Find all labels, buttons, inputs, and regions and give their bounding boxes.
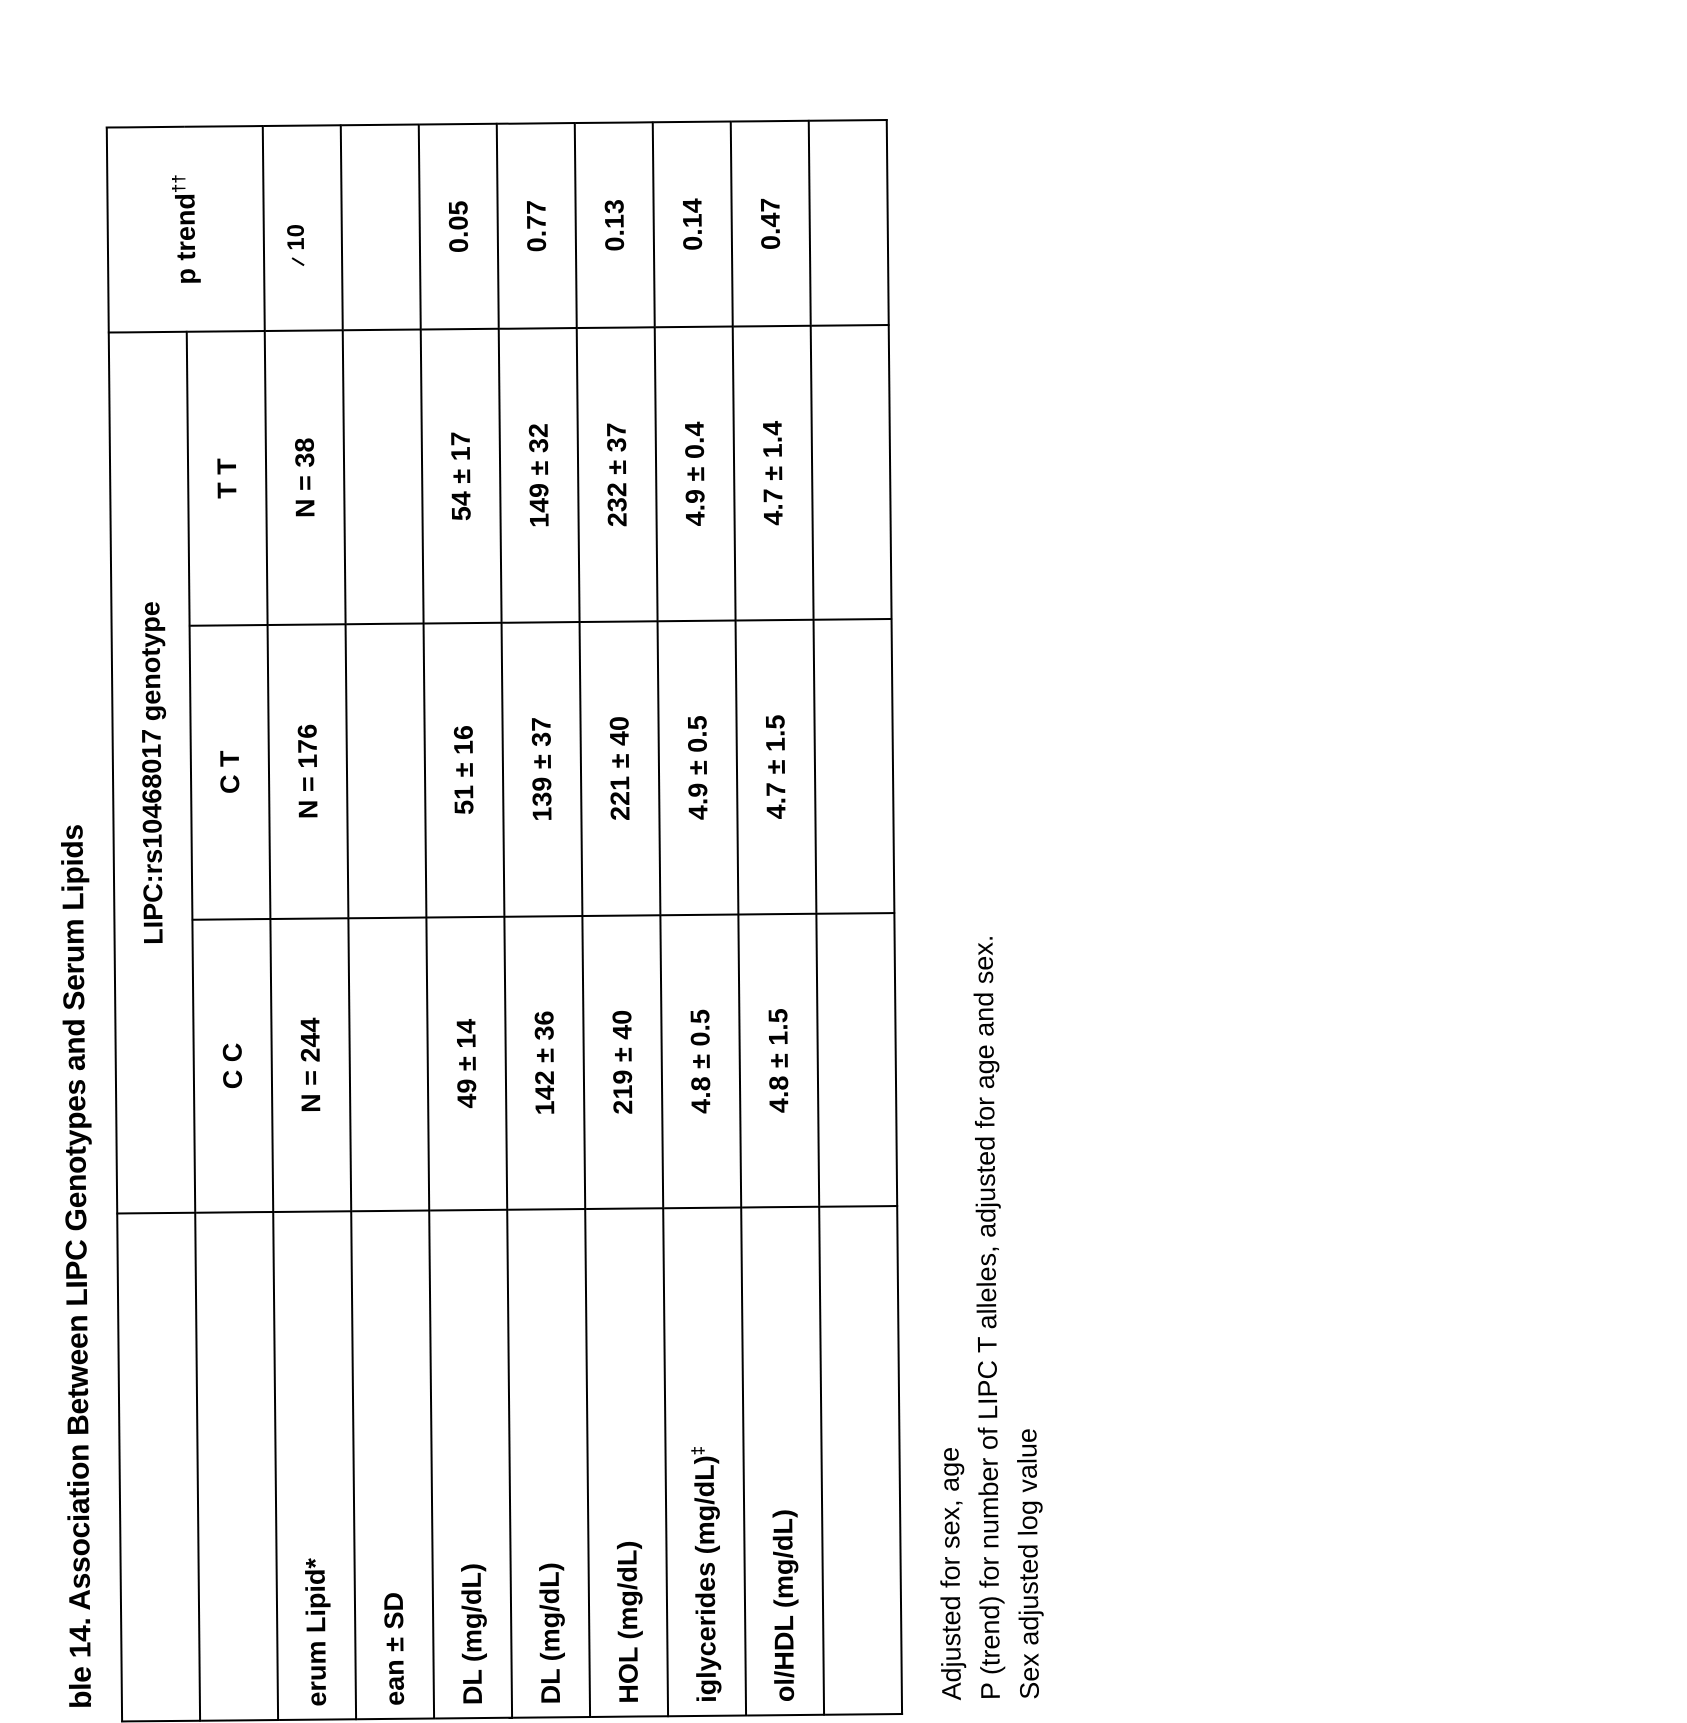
table-row: DL (mg/dL) 142 ± 36 139 ± 37 149 ± 32 0.… (496, 123, 589, 1718)
footnotes-block: Adjusted for sex, age P (trend) for numb… (917, 139, 1049, 1700)
value-cholhdl-ct: 4.7 ± 1.5 (735, 619, 816, 913)
value-hdl-tt: 54 ± 17 (420, 329, 501, 623)
value-trig-p: 0.14 (652, 121, 732, 327)
row-label-cholesterol: HOL (mg/dL) (585, 1208, 668, 1716)
genotype-header-ct: C T (189, 624, 270, 918)
value-trig-tt: 4.9 ± 0.4 (654, 326, 735, 620)
header-blank-cell-2 (195, 1212, 278, 1720)
value-hdl-p: 0.05 (418, 123, 498, 329)
value-cholhdl-tt: 4.7 ± 1.4 (732, 326, 813, 620)
row-label-chol-hdl-ratio: ol/HDL (mg/dL) (741, 1207, 824, 1715)
scanned-page: ble 14. Association Between LIPC Genotyp… (0, 0, 1687, 1643)
stray-handwritten-annotation: 10 (282, 223, 310, 250)
trailing-blank-ct (813, 619, 894, 913)
table-header-group-row: LIPC:rs10468017 genotype p trend†† (106, 126, 199, 1721)
trailing-blank-label (819, 1206, 902, 1714)
table-subheader-row: ean ± SD (340, 124, 433, 1719)
p-trend-header-superscript: †† (169, 174, 188, 193)
page-content: ble 14. Association Between LIPC Genotyp… (49, 53, 1050, 1722)
mean-sd-label: ean ± SD (351, 1210, 434, 1718)
table-trailing-blank-row (808, 120, 901, 1715)
value-trig-ct: 4.9 ± 0.5 (657, 620, 738, 914)
lipid-association-table: LIPC:rs10468017 genotype p trend†† C C C… (105, 119, 902, 1722)
p-trend-header-cell: p trend†† (106, 126, 264, 333)
value-chol-ct: 221 ± 40 (579, 621, 660, 915)
value-ldl-cc: 142 ± 36 (504, 915, 585, 1209)
trailing-blank-cc (816, 912, 897, 1206)
p-trend-header-label: p trend (170, 192, 201, 284)
value-ldl-p: 0.77 (496, 123, 576, 329)
table-header-n-row: erum Lipid* N = 244 N = 176 N = 38 (262, 125, 355, 1720)
genotype-header-tt: T T (186, 331, 267, 625)
row-label-triglycerides-text: iglycerides (mg/dL) (689, 1455, 721, 1703)
mean-sd-blank-cc (348, 917, 429, 1211)
trailing-blank-p (808, 120, 888, 326)
n-count-ct: N = 176 (267, 624, 348, 918)
value-trig-cc: 4.8 ± 0.5 (660, 914, 741, 1208)
table-row: iglycerides (mg/dL)‡ 4.8 ± 0.5 4.9 ± 0.5… (652, 121, 745, 1716)
rotated-page-content: ble 14. Association Between LIPC Genotyp… (0, 0, 1687, 1643)
value-chol-p: 0.13 (574, 122, 654, 328)
table-row: HOL (mg/dL) 219 ± 40 221 ± 40 232 ± 37 0… (574, 122, 667, 1717)
value-chol-tt: 232 ± 37 (576, 327, 657, 621)
mean-sd-blank-tt (342, 329, 423, 623)
table-row: DL (mg/dL) 49 ± 14 51 ± 16 54 ± 17 0.05 (418, 123, 511, 1718)
trailing-blank-tt (810, 325, 891, 619)
row-label-hdl: DL (mg/dL) (429, 1210, 512, 1718)
mean-sd-blank-ct (345, 623, 426, 917)
value-hdl-cc: 49 ± 14 (426, 916, 507, 1210)
row-label-triglycerides: iglycerides (mg/dL)‡ (663, 1207, 746, 1715)
row-label-ldl: DL (mg/dL) (507, 1209, 590, 1717)
value-hdl-ct: 51 ± 16 (423, 622, 504, 916)
table-header-genotype-row: C C C T T T (184, 126, 277, 1721)
page-title: ble 14. Association Between LIPC Genotyp… (49, 62, 99, 1708)
row-label-triglycerides-superscript: ‡ (688, 1445, 707, 1455)
serum-lipid-header: erum Lipid* (273, 1211, 356, 1719)
value-chol-cc: 219 ± 40 (582, 914, 663, 1208)
mean-sd-blank-p (340, 124, 420, 330)
header-blank-cell (117, 1213, 200, 1721)
value-ldl-tt: 149 ± 32 (498, 328, 579, 622)
genotype-group-header: LIPC:rs10468017 genotype (108, 332, 194, 1214)
scan-skew-wrapper: ble 14. Association Between LIPC Genotyp… (0, 0, 1687, 1651)
n-count-tt: N = 38 (264, 330, 345, 624)
n-count-cc: N = 244 (270, 917, 351, 1211)
genotype-header-cc: C C (192, 918, 273, 1212)
value-cholhdl-p: 0.47 (730, 120, 810, 326)
value-ldl-ct: 139 ± 37 (501, 621, 582, 915)
table-row: ol/HDL (mg/dL) 4.8 ± 1.5 4.7 ± 1.5 4.7 ±… (730, 120, 823, 1715)
value-cholhdl-cc: 4.8 ± 1.5 (738, 913, 819, 1207)
